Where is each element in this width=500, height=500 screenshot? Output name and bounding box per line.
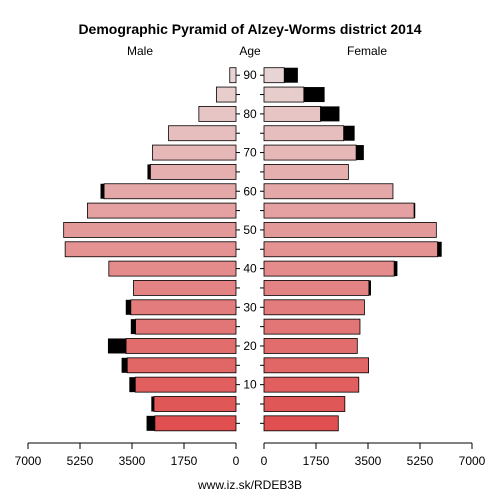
male-bars [63,67,237,432]
female-label: Female [347,44,387,58]
age-tick-label: 80 [243,107,257,121]
x-tick-label-left: 0 [233,454,240,468]
male-excess-bar-0-4 [146,415,155,431]
female-bar-40-44 [263,260,395,277]
male-bar-20-24 [125,338,237,354]
female-bar-60-64 [263,183,394,200]
age-tick-label: 30 [243,300,257,314]
age-tick-label: 60 [243,184,257,198]
female-bar-30-34 [263,299,365,316]
male-bar-0-4 [154,415,237,432]
female-excess-bar-70-74 [356,145,364,161]
female-bar-5-9 [263,396,346,412]
male-excess-bar-25-29 [130,319,136,335]
male-bar-40-44 [108,260,237,277]
female-bar-80-84 [263,105,321,122]
male-label: Male [127,44,153,58]
male-excess-bar-10-14 [129,377,136,393]
x-tick-label-left: 3500 [119,454,146,468]
male-bar-85-89 [215,86,237,103]
female-bar-70-74 [263,144,357,161]
male-excess-bar-15-19 [121,357,128,373]
female-bars [263,67,442,432]
x-tick-label-left: 5250 [67,454,94,468]
female-bar-25-29 [263,318,361,335]
female-excess-bar-85-89 [303,87,325,103]
male-excess-bar-5-9 [151,396,154,412]
male-excess-bar-60-64 [100,183,105,199]
male-bar-35-39 [133,280,237,296]
male-bar-60-64 [103,183,237,200]
age-tick-label: 90 [243,68,257,82]
male-excess-bar-20-24 [107,338,127,354]
age-tick-label: 20 [243,339,257,353]
female-excess-bar-40-44 [394,261,398,277]
footer-url: www.iz.sk/RDEB3B [197,478,302,492]
female-excess-bar-55-59 [414,203,416,219]
male-excess-bar-65-69 [147,164,151,180]
male-bar-65-69 [150,164,237,180]
chart-title: Demographic Pyramid of Alzey-Worms distr… [78,21,421,37]
female-bar-75-79 [263,125,345,142]
male-bar-45-49 [64,241,237,258]
age-label: Age [239,44,261,58]
female-bar-65-69 [263,164,349,180]
x-tick-label-left: 1750 [171,454,198,468]
x-tick-label-right: 3500 [355,454,382,468]
female-bar-50-54 [263,222,437,238]
x-tick-label-right: 5250 [407,454,434,468]
female-excess-bar-80-84 [320,106,340,122]
female-bar-20-24 [263,338,358,354]
male-bar-50-54 [63,222,237,238]
x-tick-label-right: 1750 [303,454,330,468]
x-tick-label-right: 7000 [459,454,486,468]
male-bar-55-59 [87,202,237,219]
male-bar-10-14 [134,376,237,393]
male-excess-bar-30-34 [125,299,131,315]
female-bar-45-49 [263,241,438,258]
male-bar-30-34 [130,299,237,316]
female-excess-bar-75-79 [343,125,355,141]
female-bar-90+ [263,67,285,84]
male-bar-15-19 [126,357,237,374]
age-tick-label: 50 [243,223,257,237]
age-tick-label: 70 [243,146,257,160]
female-bar-55-59 [263,202,415,219]
x-tick-label-right: 0 [261,454,268,468]
axes: 7000 5250 3500 1750 0 0 1750 3500 5250 7000 10 20 30… [15,68,486,468]
x-tick-label-left: 7000 [15,454,42,468]
male-bar-80-84 [198,105,237,122]
age-tick-label: 10 [243,378,257,392]
female-bar-10-14 [263,376,360,393]
female-excess-bar-35-39 [368,280,371,296]
female-bar-85-89 [263,86,305,103]
female-bar-0-4 [263,415,339,432]
female-bar-15-19 [263,357,369,374]
age-tick-label: 40 [243,262,257,276]
male-bar-5-9 [153,396,237,412]
female-excess-bar-90+ [284,67,298,83]
male-bar-75-79 [168,125,237,142]
male-bar-70-74 [152,144,237,161]
male-bar-25-29 [135,318,237,335]
male-bar-90+ [229,67,237,84]
female-excess-bar-45-49 [437,241,442,257]
female-bar-35-39 [263,280,370,296]
